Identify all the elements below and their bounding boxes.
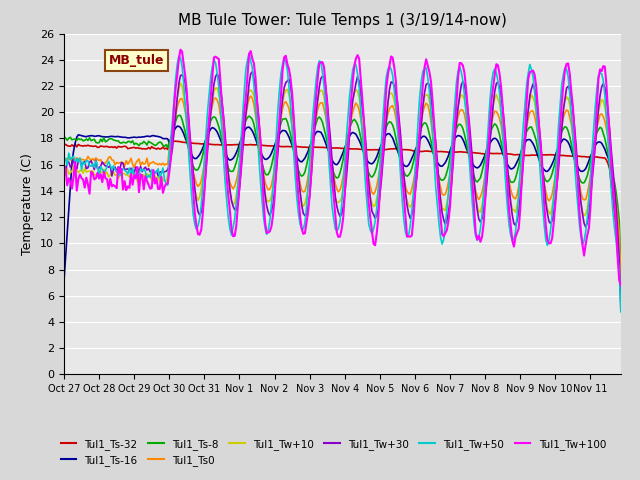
Tul1_Tw+50 <box>60 156 68 161</box>
Tul1_Ts-8 <box>60 133 68 139</box>
Line: Tul1_Ts-16: Tul1_Ts-16 <box>64 126 621 281</box>
Tul1_Ts-16 <box>210 125 218 131</box>
Tul1_Tw+30 <box>617 304 625 310</box>
Title: MB Tule Tower: Tule Temps 1 (3/19/14-now): MB Tule Tower: Tule Temps 1 (3/19/14-now… <box>178 13 507 28</box>
Tul1_Ts-32 <box>319 144 326 150</box>
Tul1_Ts-16 <box>173 123 181 129</box>
Line: Tul1_Ts-32: Tul1_Ts-32 <box>64 141 621 270</box>
Tul1_Tw+50 <box>390 87 398 93</box>
Tul1_Tw+50 <box>617 309 625 315</box>
Tul1_Tw+100 <box>319 60 326 65</box>
Tul1_Ts-16 <box>611 186 618 192</box>
Tul1_Ts-8 <box>611 179 618 185</box>
Line: Tul1_Ts0: Tul1_Ts0 <box>64 96 621 276</box>
Tul1_Tw+30 <box>358 104 366 110</box>
Tul1_Tw+10 <box>358 120 366 126</box>
Y-axis label: Temperature (C): Temperature (C) <box>22 153 35 255</box>
Tul1_Tw+50 <box>611 225 618 230</box>
Tul1_Tw+30 <box>209 95 216 101</box>
Tul1_Tw+10 <box>319 88 326 94</box>
Line: Tul1_Tw+10: Tul1_Tw+10 <box>64 83 621 299</box>
Tul1_Ts-8 <box>175 112 182 118</box>
Tul1_Ts0 <box>209 102 216 108</box>
Tul1_Ts0 <box>60 157 68 163</box>
Tul1_Ts0 <box>319 100 326 106</box>
Tul1_Ts0 <box>611 184 618 190</box>
Line: Tul1_Tw+100: Tul1_Tw+100 <box>64 50 621 285</box>
Tul1_Ts0 <box>390 107 398 113</box>
Tul1_Tw+100 <box>595 76 602 82</box>
Tul1_Ts0 <box>617 273 625 279</box>
Tul1_Ts-32 <box>390 146 398 152</box>
Tul1_Ts-8 <box>595 127 602 132</box>
Line: Tul1_Tw+30: Tul1_Tw+30 <box>64 72 621 307</box>
Tul1_Ts0 <box>247 93 255 99</box>
Tul1_Ts-32 <box>611 209 618 215</box>
Tul1_Ts-8 <box>319 120 326 125</box>
Tul1_Tw+10 <box>611 191 618 196</box>
Tul1_Ts0 <box>358 127 366 132</box>
Tul1_Tw+100 <box>611 203 618 208</box>
Tul1_Tw+100 <box>210 55 218 60</box>
Tul1_Tw+30 <box>595 106 602 112</box>
Tul1_Tw+10 <box>60 167 68 172</box>
Tul1_Tw+50 <box>245 51 253 57</box>
Tul1_Tw+100 <box>358 96 366 102</box>
Text: MB_tule: MB_tule <box>109 54 164 67</box>
Tul1_Ts-32 <box>595 155 602 160</box>
Tul1_Ts-8 <box>210 114 218 120</box>
Tul1_Tw+30 <box>248 69 256 75</box>
Tul1_Ts-8 <box>358 142 366 148</box>
Tul1_Ts-16 <box>60 278 68 284</box>
Tul1_Tw+10 <box>210 88 218 94</box>
Tul1_Tw+30 <box>390 83 398 88</box>
Tul1_Tw+100 <box>177 47 184 53</box>
Tul1_Ts-16 <box>595 139 602 145</box>
Tul1_Ts-32 <box>617 267 625 273</box>
Tul1_Tw+30 <box>60 161 68 167</box>
Tul1_Ts-8 <box>617 265 625 271</box>
Tul1_Ts-16 <box>390 140 398 145</box>
Tul1_Tw+30 <box>611 183 618 189</box>
Line: Tul1_Tw+50: Tul1_Tw+50 <box>64 54 621 312</box>
Tul1_Ts-16 <box>617 270 625 276</box>
Tul1_Tw+10 <box>390 98 398 104</box>
Tul1_Tw+100 <box>617 282 625 288</box>
Tul1_Tw+100 <box>60 170 68 176</box>
Tul1_Ts0 <box>595 118 602 123</box>
Tul1_Ts-32 <box>210 142 218 147</box>
Tul1_Tw+100 <box>390 64 398 70</box>
Tul1_Tw+50 <box>209 63 216 69</box>
Tul1_Ts-32 <box>60 143 68 148</box>
Tul1_Ts-32 <box>172 138 179 144</box>
Tul1_Tw+50 <box>595 73 602 79</box>
Tul1_Tw+10 <box>595 109 602 115</box>
Tul1_Ts-32 <box>358 146 366 152</box>
Line: Tul1_Ts-8: Tul1_Ts-8 <box>64 115 621 268</box>
Tul1_Ts-8 <box>390 127 398 133</box>
Tul1_Tw+10 <box>177 80 184 86</box>
Tul1_Ts-16 <box>358 145 366 151</box>
Tul1_Tw+50 <box>319 69 326 75</box>
Tul1_Tw+30 <box>319 73 326 79</box>
Tul1_Tw+10 <box>617 296 625 302</box>
Tul1_Ts-16 <box>319 132 326 138</box>
Legend: Tul1_Ts-32, Tul1_Ts-16, Tul1_Ts-8, Tul1_Ts0, Tul1_Tw+10, Tul1_Tw+30, Tul1_Tw+50,: Tul1_Ts-32, Tul1_Ts-16, Tul1_Ts-8, Tul1_… <box>56 434 610 470</box>
Tul1_Tw+50 <box>358 132 366 138</box>
